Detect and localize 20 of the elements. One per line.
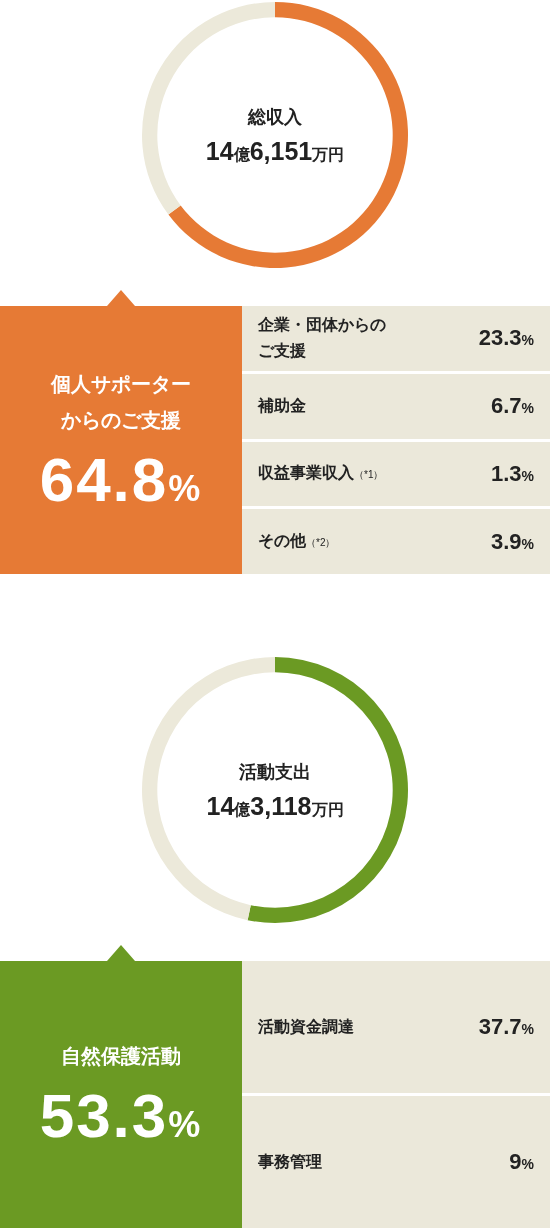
data-label: 6.7% xyxy=(490,393,534,419)
category-label: 収益事業収入（*1） xyxy=(258,463,384,481)
data-label: 23.3% xyxy=(478,325,534,351)
category-label: 活動資金調達 xyxy=(258,1018,354,1035)
data-label: 37.7% xyxy=(478,1014,534,1039)
slice-label: 自然保護活動 xyxy=(60,1044,182,1069)
text: 14億3,118万円 xyxy=(206,791,344,820)
text: 14億6,151万円 xyxy=(205,136,345,165)
data-label: 64.8% xyxy=(39,444,203,514)
data-label: 9% xyxy=(509,1149,534,1174)
category-label: その他（*2） xyxy=(258,531,336,549)
category-label: 補助金 xyxy=(258,397,306,415)
category-label: 企業・団体からのご支援 xyxy=(258,316,386,360)
slice-label: 個人サポーターからのご支援 xyxy=(50,371,192,433)
text: 総収入 xyxy=(248,105,302,129)
text: 活動支出 xyxy=(239,760,311,784)
data-label: 3.9% xyxy=(490,528,534,554)
data-label: 53.3% xyxy=(39,1081,203,1150)
category-label: 事務管理 xyxy=(258,1153,322,1170)
data-label: 1.3% xyxy=(490,460,534,486)
